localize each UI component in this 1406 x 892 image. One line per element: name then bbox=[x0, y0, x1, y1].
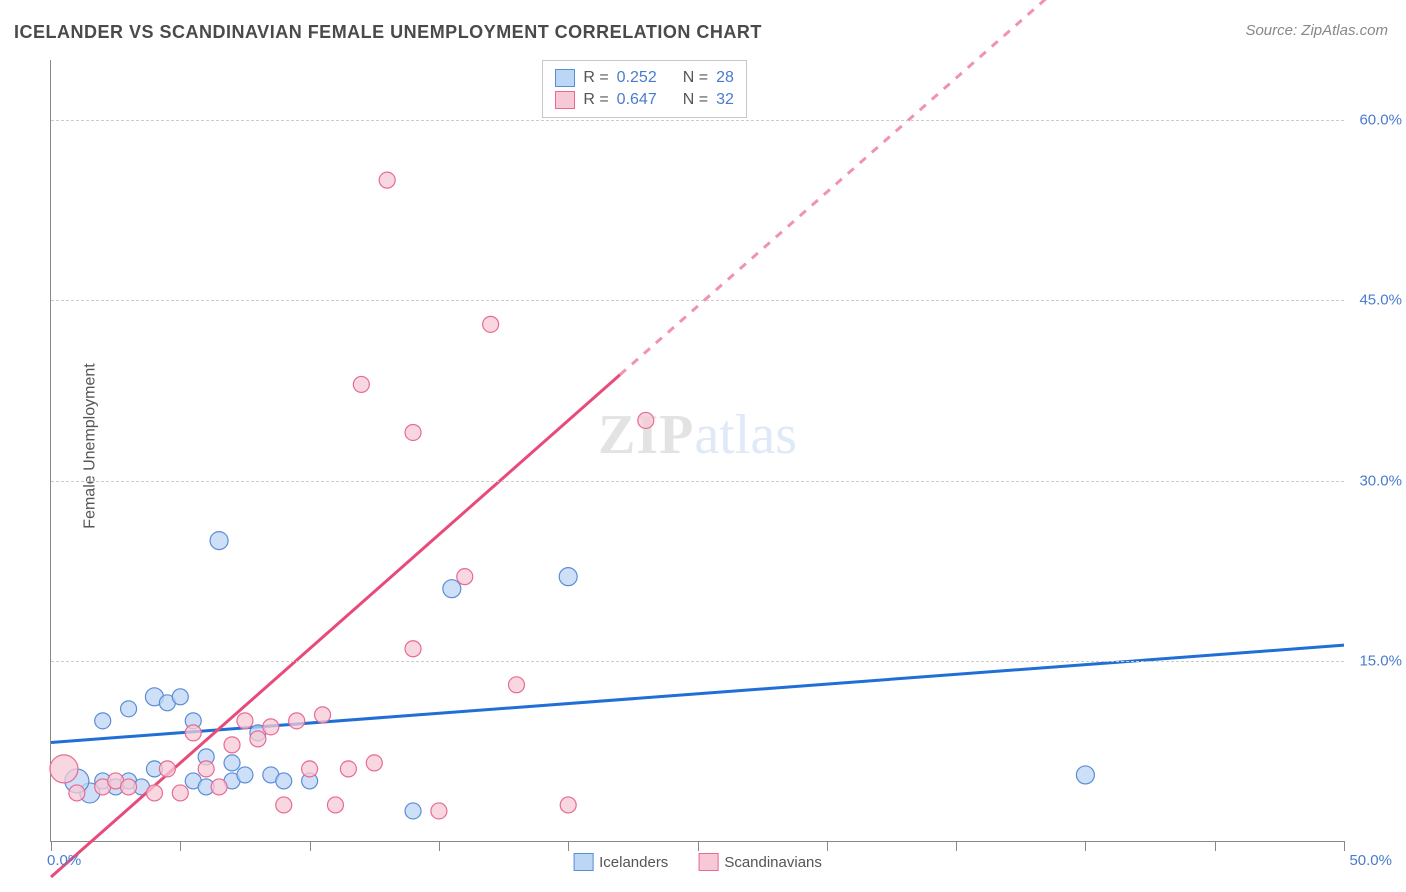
chart-title: ICELANDER VS SCANDINAVIAN FEMALE UNEMPLO… bbox=[14, 22, 762, 43]
gridline bbox=[51, 120, 1344, 121]
x-axis-min-label: 0.0% bbox=[47, 852, 81, 869]
x-tick bbox=[956, 841, 957, 851]
n-value-scandinavians: 32 bbox=[716, 91, 734, 109]
x-tick bbox=[439, 841, 440, 851]
stats-legend: R = 0.252 N = 28 R = 0.647 N = 32 bbox=[542, 60, 747, 118]
legend-swatch-scandinavians bbox=[555, 91, 575, 109]
stats-legend-row: R = 0.252 N = 28 bbox=[555, 67, 734, 89]
gridline bbox=[51, 661, 1344, 662]
r-label: R = bbox=[583, 91, 608, 109]
x-tick bbox=[51, 841, 52, 851]
x-tick bbox=[827, 841, 828, 851]
y-tick-label: 45.0% bbox=[1359, 292, 1402, 309]
legend-item-scandinavians: Scandinavians bbox=[698, 853, 822, 871]
legend-swatch-scandinavians bbox=[698, 853, 718, 871]
source-label: Source: ZipAtlas.com bbox=[1245, 22, 1388, 39]
legend-item-icelanders: Icelanders bbox=[573, 853, 668, 871]
x-tick bbox=[1085, 841, 1086, 851]
n-label: N = bbox=[683, 69, 708, 87]
gridline bbox=[51, 300, 1344, 301]
x-tick bbox=[698, 841, 699, 851]
gridline bbox=[51, 481, 1344, 482]
n-value-icelanders: 28 bbox=[716, 69, 734, 87]
y-tick-label: 15.0% bbox=[1359, 652, 1402, 669]
legend-swatch-icelanders bbox=[555, 69, 575, 87]
legend-label-scandinavians: Scandinavians bbox=[724, 854, 822, 871]
y-tick-label: 30.0% bbox=[1359, 472, 1402, 489]
chart-plot-area: ZIPatlas R = 0.252 N = 28 R = 0.647 N = … bbox=[50, 60, 1344, 842]
stats-legend-row: R = 0.647 N = 32 bbox=[555, 89, 734, 111]
r-label: R = bbox=[583, 69, 608, 87]
r-value-icelanders: 0.252 bbox=[617, 69, 657, 87]
x-tick bbox=[568, 841, 569, 851]
legend-label-icelanders: Icelanders bbox=[599, 854, 668, 871]
r-value-scandinavians: 0.647 bbox=[617, 91, 657, 109]
x-tick bbox=[180, 841, 181, 851]
x-axis-max-label: 50.0% bbox=[1349, 852, 1392, 869]
scatter-plot bbox=[51, 60, 1344, 841]
series-legend: Icelanders Scandinavians bbox=[573, 853, 822, 871]
x-tick bbox=[1215, 841, 1216, 851]
legend-swatch-icelanders bbox=[573, 853, 593, 871]
y-tick-label: 60.0% bbox=[1359, 112, 1402, 129]
n-label: N = bbox=[683, 91, 708, 109]
x-tick bbox=[310, 841, 311, 851]
x-tick bbox=[1344, 841, 1345, 851]
